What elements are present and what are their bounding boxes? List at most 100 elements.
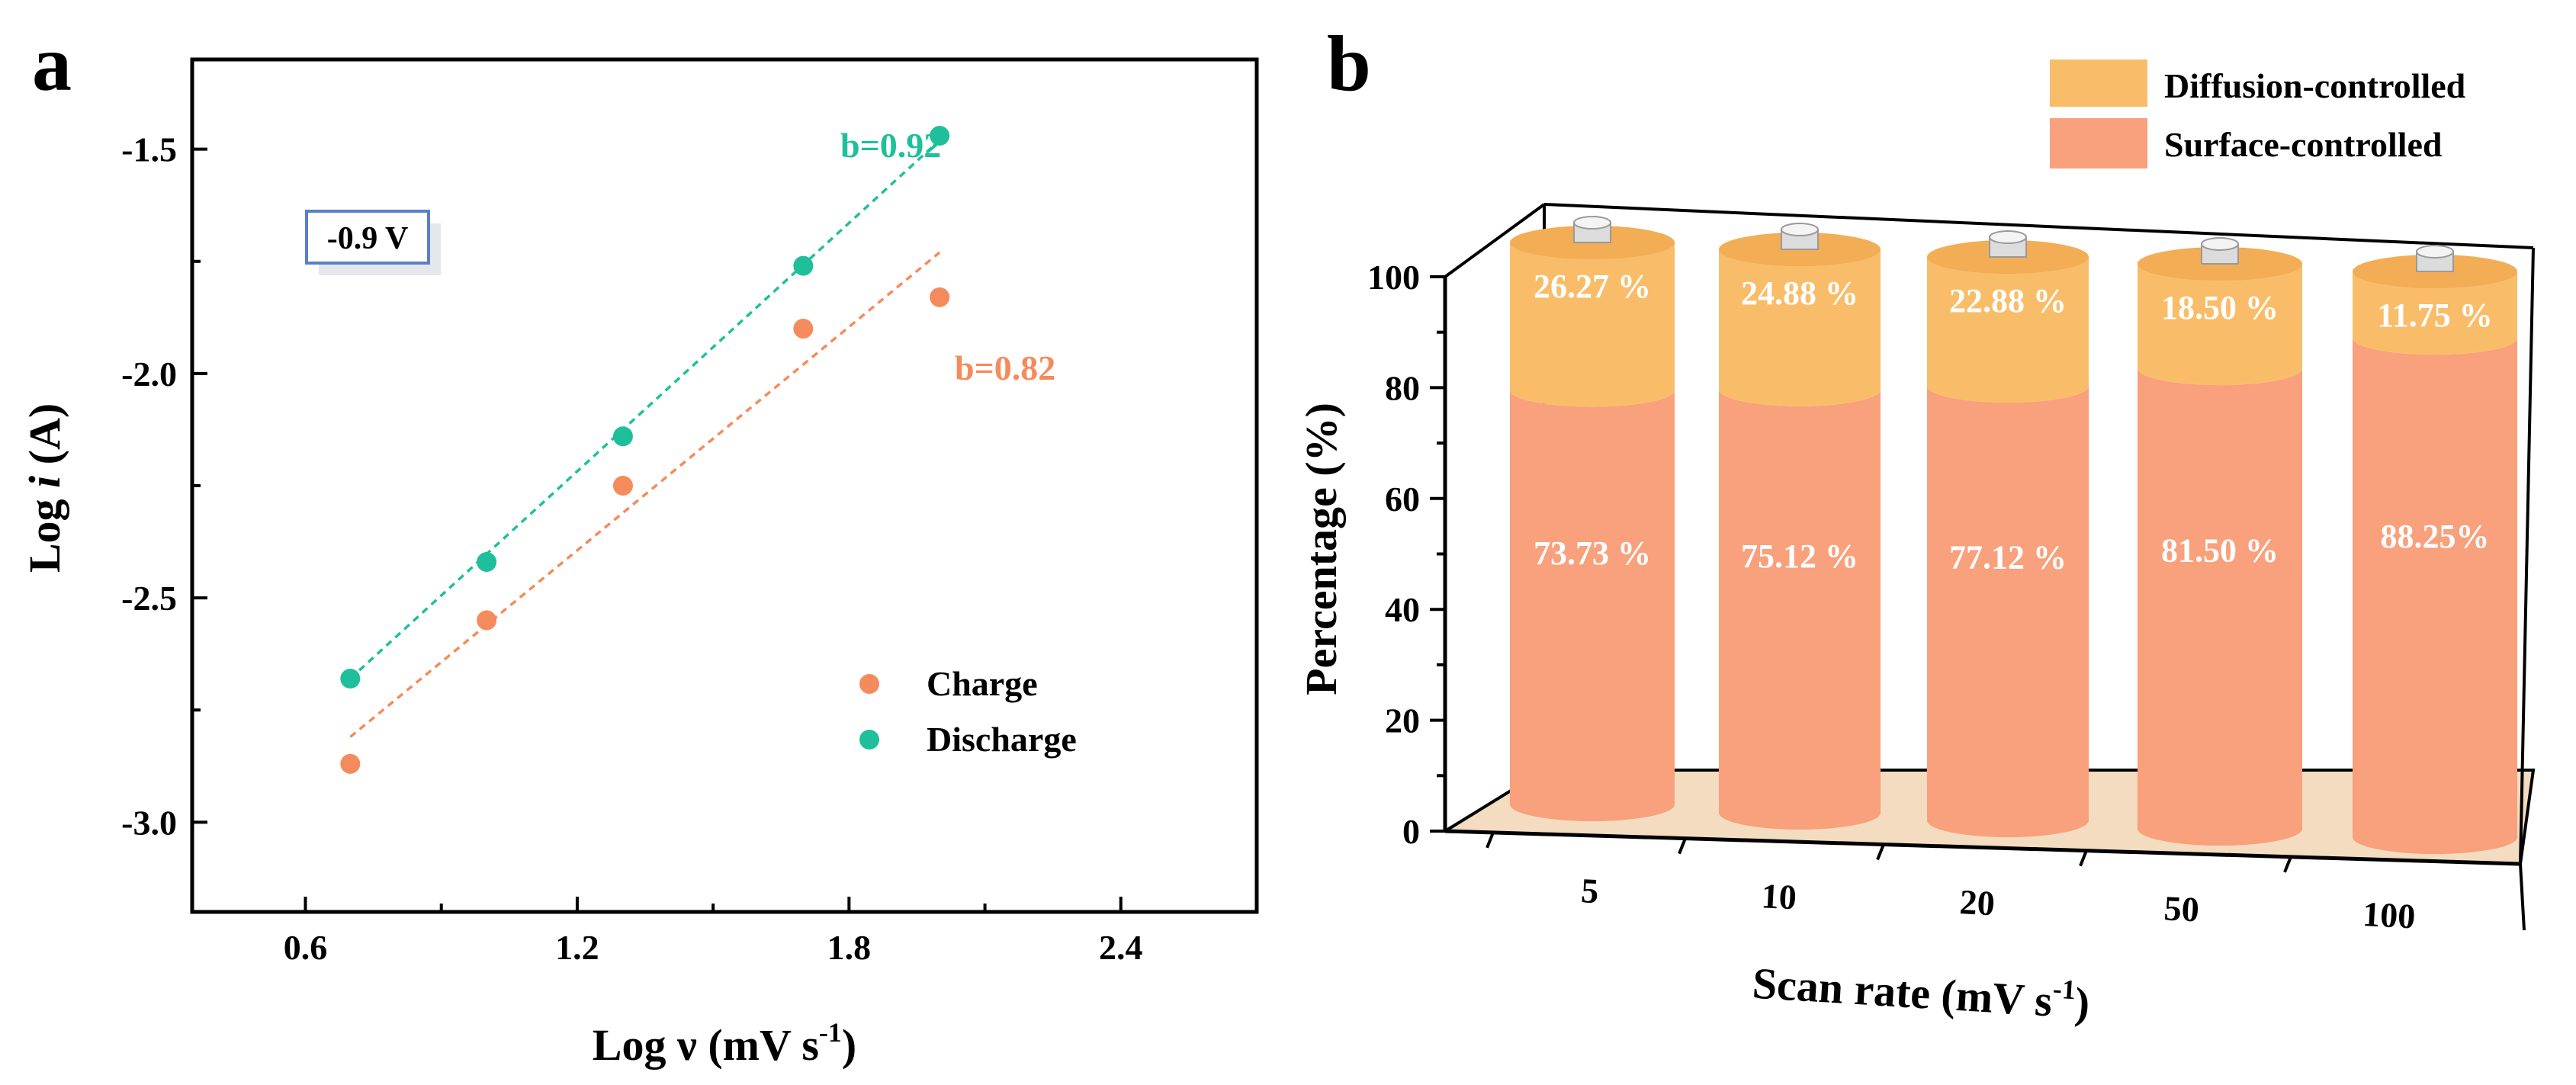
bar-diffusion-controlled xyxy=(2138,264,2302,386)
y-tick-label: 80 xyxy=(1385,368,1420,407)
point-discharge xyxy=(477,552,497,573)
front-right-edge xyxy=(2519,863,2526,931)
label-diffusion: 18.50 % xyxy=(2161,289,2279,326)
x-axis-line xyxy=(1444,829,2521,866)
x-tick xyxy=(1876,843,1885,861)
legend-marker-discharge xyxy=(859,730,879,750)
label-diffusion: 26.27 % xyxy=(1534,268,1651,305)
x-tick-label: 100 xyxy=(2362,894,2417,936)
x-tick-label: 0.6 xyxy=(284,928,328,967)
point-discharge xyxy=(612,426,633,447)
label-surface: 81.50 % xyxy=(2161,532,2279,570)
y-axis-label: Log i (A) xyxy=(20,403,69,573)
legend-swatch-diffusion xyxy=(2050,59,2147,107)
panel-b-letter: b xyxy=(1327,20,1371,108)
y-tick-label: -2.0 xyxy=(121,355,177,393)
bar-surface-controlled xyxy=(2138,368,2302,846)
bar-surface-controlled xyxy=(2353,338,2517,854)
point-discharge xyxy=(930,126,950,146)
bar-surface-controlled xyxy=(1510,390,1675,822)
label-diffusion: 11.75 % xyxy=(2377,297,2493,334)
legend-label-charge: Charge xyxy=(927,664,1038,703)
x-axis-label: Log ν (mV s-1) xyxy=(593,1017,856,1070)
y-tick-label: -3.0 xyxy=(121,803,177,842)
y-axis-ticks: 0 20 40 60 80 100 xyxy=(1367,258,1445,851)
label-surface: 75.12 % xyxy=(1741,538,1858,575)
slope-label-discharge: b=0.92 xyxy=(840,126,941,165)
point-charge xyxy=(477,610,497,631)
battery-terminal-top xyxy=(2201,237,2239,251)
x-axis-ticks: 5 10 20 50 100 xyxy=(1486,832,2417,936)
x-tick xyxy=(2079,849,2088,867)
panel-a-letter: a xyxy=(32,20,72,108)
x-tick xyxy=(2283,856,2292,873)
bar-diffusion-controlled xyxy=(1927,257,2089,403)
bar-diffusion-controlled xyxy=(1510,242,1675,407)
fit-line-discharge xyxy=(349,139,941,680)
y-axis-label-b: Percentage (%) xyxy=(1296,403,1346,695)
legend-b: Diffusion-controlled Surface-controlled xyxy=(2050,59,2466,169)
x-tick-label: 20 xyxy=(1959,882,1996,923)
panel-b-contribution-chart: b 0 20 40 60 80 100 26.27 % 73.73 % 24.88 % 75.1… xyxy=(1296,20,2536,1029)
legend-marker-charge xyxy=(859,674,879,694)
legend-swatch-surface xyxy=(2050,118,2147,169)
x-axis-label-b: Scan rate (mV s-1) xyxy=(1751,955,2091,1029)
battery-terminal-top xyxy=(1573,216,1611,230)
x-tick-label: 5 xyxy=(1580,871,1600,910)
x-tick-label: 50 xyxy=(2163,888,2201,929)
battery-terminal-top xyxy=(1989,230,2027,244)
label-diffusion: 24.88 % xyxy=(1741,274,1858,312)
bar-surface-controlled xyxy=(1927,386,2089,837)
plot-frame xyxy=(190,57,1259,914)
legend-label-discharge: Discharge xyxy=(927,720,1077,759)
axis-ticks: 0.6 1.2 1.8 2.4 -3.0 -2.5 -2.0 -1.5 xyxy=(121,130,1142,967)
fit-lines xyxy=(349,139,941,738)
y-tick-label: -2.5 xyxy=(121,579,177,618)
x-tick xyxy=(1678,837,1687,855)
bar-diffusion-controlled xyxy=(2353,271,2517,355)
x-tick-label: 10 xyxy=(1761,876,1798,916)
point-charge xyxy=(612,476,633,496)
slope-label-charge: b=0.82 xyxy=(955,348,1055,387)
label-surface: 88.25% xyxy=(2381,518,2490,555)
x-tick-label: 2.4 xyxy=(1099,928,1143,967)
label-surface: 73.73 % xyxy=(1534,534,1651,572)
point-charge xyxy=(793,319,814,339)
bar-surface-controlled xyxy=(1719,389,1881,830)
cylinder-50: 18.50 % 81.50 % xyxy=(2138,237,2302,846)
cylinder-20: 22.88 % 77.12 % xyxy=(1927,230,2089,837)
legend-label-diffusion: Diffusion-controlled xyxy=(2164,66,2466,105)
cylinder-10: 24.88 % 75.12 % xyxy=(1719,223,1881,830)
battery-terminal-top xyxy=(1781,223,1819,236)
point-discharge xyxy=(793,255,814,276)
y-tick-label: 0 xyxy=(1402,812,1420,851)
legend: Charge Discharge xyxy=(859,664,1077,759)
x-tick-label: 1.2 xyxy=(555,928,599,967)
y-tick-label: 20 xyxy=(1385,701,1420,740)
label-diffusion: 22.88 % xyxy=(1949,282,2067,319)
fit-line-charge xyxy=(349,251,941,738)
potential-label: -0.9 V xyxy=(327,221,409,256)
y-tick-label: 40 xyxy=(1385,590,1420,629)
bar-diffusion-controlled xyxy=(1719,249,1881,406)
label-surface: 77.12 % xyxy=(1949,538,2067,576)
panel-a-log-current-plot: a 0.6 1.2 1.8 2.4 -3.0 -2.5 -2.0 -1.5 -0.9 V b=… xyxy=(20,20,1259,1070)
point-charge xyxy=(930,287,950,307)
y-tick-label: 60 xyxy=(1385,480,1420,518)
legend-label-surface: Surface-controlled xyxy=(2164,125,2443,164)
point-charge xyxy=(340,753,361,774)
y-tick-label: 100 xyxy=(1367,258,1420,297)
battery-terminal-top xyxy=(2416,245,2454,258)
data-points xyxy=(340,126,950,774)
cylinders: 26.27 % 73.73 % 24.88 % 75.12 % 22.88 % 77.12… xyxy=(1510,216,2517,854)
point-discharge xyxy=(340,669,361,689)
x-tick xyxy=(1486,832,1495,849)
y-tick-label: -1.5 xyxy=(121,130,177,169)
cylinder-100: 11.75 % 88.25% xyxy=(2353,245,2517,854)
top-left-edge xyxy=(1444,203,1546,278)
cylinder-5: 26.27 % 73.73 % xyxy=(1510,216,1675,822)
label-box-border xyxy=(305,210,430,265)
x-tick-label: 1.8 xyxy=(827,928,872,967)
right-edge xyxy=(2519,247,2535,865)
